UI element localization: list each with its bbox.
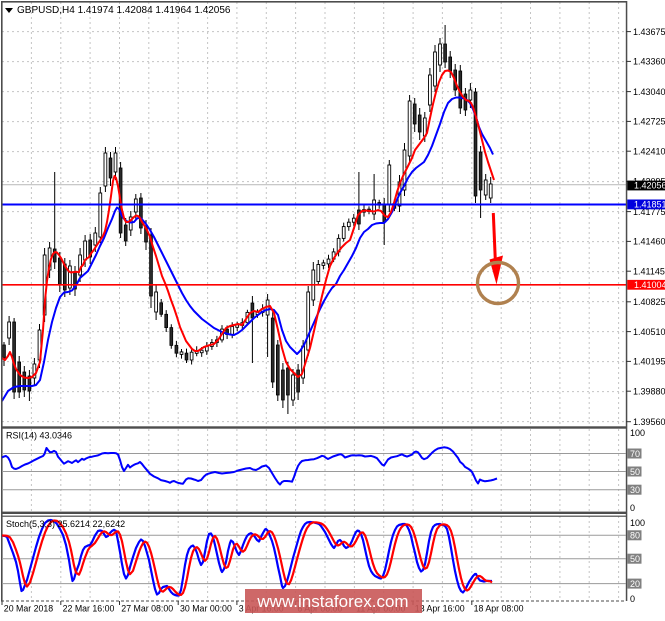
svg-text:GBPUSD,H4 1.41974 1.42084 1.4: GBPUSD,H4 1.41974 1.42084 1.41964 1.4205… <box>17 5 231 16</box>
svg-text:13 Apr 16:00: 13 Apr 16:00 <box>415 604 465 614</box>
svg-text:20 Mar 2018: 20 Mar 2018 <box>4 604 53 614</box>
svg-text:50: 50 <box>630 467 640 477</box>
svg-text:1.42056: 1.42056 <box>634 181 665 191</box>
svg-text:1.40195: 1.40195 <box>633 357 665 367</box>
svg-text:1.42410: 1.42410 <box>633 146 665 156</box>
svg-text:www.instaforex.com: www.instaforex.com <box>256 592 408 611</box>
svg-text:70: 70 <box>630 449 640 459</box>
svg-text:1.43675: 1.43675 <box>633 27 665 37</box>
svg-text:1.40510: 1.40510 <box>633 327 665 337</box>
svg-text:30 Mar 00:00: 30 Mar 00:00 <box>180 604 232 614</box>
svg-text:Stoch(5,3,3) 25.6214 22,6242: Stoch(5,3,3) 25.6214 22,6242 <box>6 519 125 529</box>
svg-text:1.42725: 1.42725 <box>633 117 665 127</box>
svg-text:1.39880: 1.39880 <box>633 386 665 396</box>
svg-text:50: 50 <box>630 554 640 564</box>
svg-text:RSI(14) 43.0346: RSI(14) 43.0346 <box>6 431 72 441</box>
svg-text:80: 80 <box>630 531 640 541</box>
svg-text:27 Mar 08:00: 27 Mar 08:00 <box>121 604 173 614</box>
svg-text:0: 0 <box>630 503 635 513</box>
svg-text:1.43360: 1.43360 <box>633 57 665 67</box>
svg-text:18 Apr 08:00: 18 Apr 08:00 <box>474 604 524 614</box>
svg-text:20: 20 <box>630 579 640 589</box>
svg-text:1.41004: 1.41004 <box>634 280 665 290</box>
svg-text:30: 30 <box>630 485 640 495</box>
svg-text:1.40825: 1.40825 <box>633 297 665 307</box>
svg-text:100: 100 <box>630 428 645 438</box>
svg-text:22 Mar 16:00: 22 Mar 16:00 <box>63 604 115 614</box>
svg-text:1.41851: 1.41851 <box>634 200 665 210</box>
svg-text:100: 100 <box>630 518 645 528</box>
svg-text:1.43040: 1.43040 <box>633 87 665 97</box>
svg-text:1.41145: 1.41145 <box>633 266 665 276</box>
svg-text:0: 0 <box>630 594 635 604</box>
svg-text:1.41460: 1.41460 <box>633 237 665 247</box>
svg-text:1.41775: 1.41775 <box>633 207 665 217</box>
svg-text:1.39560: 1.39560 <box>633 417 665 427</box>
